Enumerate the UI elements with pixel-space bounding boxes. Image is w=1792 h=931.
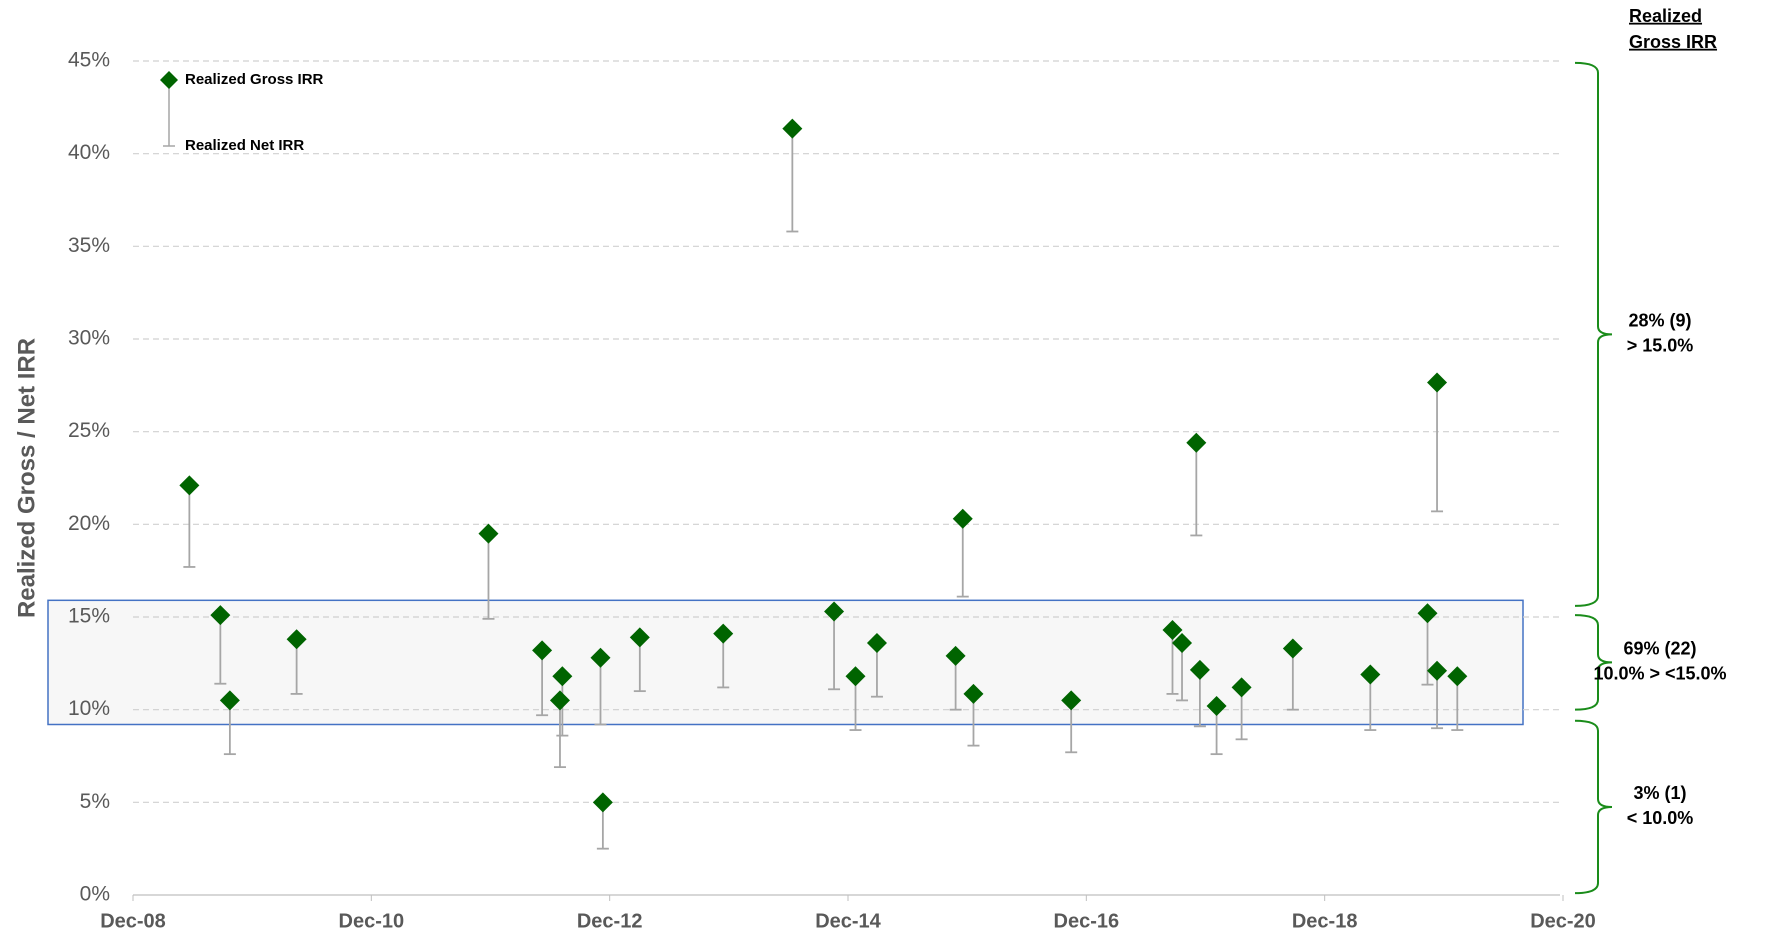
gross-marker bbox=[219, 690, 240, 711]
bracket-label: > 15.0% bbox=[1627, 336, 1694, 356]
y-axis-label: Realized Gross / Net IRR bbox=[13, 338, 40, 618]
legend-label: Realized Net IRR bbox=[185, 137, 304, 154]
gross-marker bbox=[210, 605, 231, 626]
gross-marker bbox=[1231, 677, 1252, 698]
x-tick-label: Dec-08 bbox=[100, 910, 166, 931]
legend-marker bbox=[160, 71, 178, 89]
y-tick-label: 5% bbox=[80, 790, 110, 813]
y-tick-label: 10% bbox=[68, 697, 110, 720]
y-tick-label: 20% bbox=[68, 512, 110, 535]
bracket-label: 10.0% > <15.0% bbox=[1593, 664, 1726, 684]
gross-marker bbox=[590, 647, 611, 668]
gross-marker bbox=[713, 623, 734, 644]
bracket-label: < 10.0% bbox=[1627, 808, 1694, 828]
x-tick-label: Dec-14 bbox=[815, 910, 881, 931]
gross-marker bbox=[1282, 638, 1303, 659]
gross-marker bbox=[532, 640, 553, 661]
bracket-label: 28% (9) bbox=[1628, 311, 1691, 331]
bracket-label: 3% (1) bbox=[1633, 783, 1686, 803]
gross-marker bbox=[824, 601, 845, 622]
bracket-label: 69% (22) bbox=[1623, 639, 1696, 659]
gross-marker bbox=[478, 523, 499, 544]
gross-marker bbox=[1206, 695, 1227, 716]
gross-marker bbox=[179, 475, 200, 496]
y-tick-label: 40% bbox=[68, 141, 110, 164]
x-tick-label: Dec-10 bbox=[339, 910, 405, 931]
gross-marker bbox=[782, 118, 803, 139]
gross-marker bbox=[286, 629, 307, 650]
gross-marker bbox=[1162, 619, 1183, 640]
gross-marker bbox=[1427, 372, 1448, 393]
y-tick-label: 30% bbox=[68, 327, 110, 350]
gross-marker bbox=[952, 508, 973, 529]
gross-marker bbox=[1447, 666, 1468, 687]
gross-marker bbox=[629, 627, 650, 648]
gross-marker bbox=[866, 632, 887, 653]
gross-marker bbox=[1172, 632, 1193, 653]
bracket bbox=[1574, 614, 1613, 711]
gross-marker bbox=[945, 645, 966, 666]
gross-marker bbox=[1189, 659, 1210, 680]
y-tick-label: 15% bbox=[68, 605, 110, 628]
bracket-header: Realized bbox=[1629, 6, 1702, 26]
x-tick-label: Dec-20 bbox=[1530, 910, 1596, 931]
gross-marker bbox=[549, 690, 570, 711]
gross-marker bbox=[592, 792, 613, 813]
gross-marker bbox=[1417, 603, 1438, 624]
bracket bbox=[1574, 719, 1613, 895]
x-tick-label: Dec-18 bbox=[1292, 910, 1358, 931]
x-tick-label: Dec-12 bbox=[577, 910, 643, 931]
legend-label: Realized Gross IRR bbox=[185, 71, 324, 88]
x-tick-label: Dec-16 bbox=[1054, 910, 1120, 931]
gross-marker bbox=[1360, 664, 1381, 685]
bracket bbox=[1574, 61, 1613, 607]
gross-marker bbox=[1427, 660, 1448, 681]
gross-marker bbox=[552, 666, 573, 687]
y-tick-label: 0% bbox=[80, 883, 110, 906]
highlight-band bbox=[47, 599, 1524, 726]
bracket-header: Gross IRR bbox=[1629, 32, 1717, 52]
y-tick-label: 25% bbox=[68, 419, 110, 442]
gross-marker bbox=[1061, 690, 1082, 711]
gross-marker bbox=[963, 683, 984, 704]
y-tick-label: 45% bbox=[68, 49, 110, 72]
y-tick-label: 35% bbox=[68, 234, 110, 257]
gross-marker bbox=[1186, 432, 1207, 453]
gross-marker bbox=[845, 666, 866, 687]
